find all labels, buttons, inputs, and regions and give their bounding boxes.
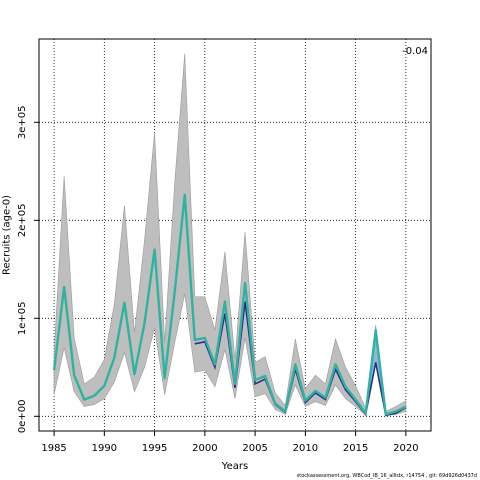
x-tick-label-3: 2000 — [192, 443, 217, 454]
x-tick-label-7: 2020 — [393, 443, 418, 454]
recruitment-line — [52, 193, 407, 416]
x-tick-label-0: 1985 — [41, 443, 66, 454]
x-tick-label-2: 1995 — [142, 443, 167, 454]
mohn-rho-annotation: -0.04 — [402, 46, 428, 57]
confidence-band — [53, 53, 407, 416]
y-tick-label-1: 1e+05 — [17, 301, 28, 335]
source-footer: stockassessment.org, WBCod_IB_16_alltdx,… — [297, 473, 477, 479]
x-tick-label-5: 2010 — [293, 443, 318, 454]
y-tick-label-3: 3e+05 — [17, 105, 28, 139]
plot-frame — [38, 38, 432, 432]
y-axis: 0e+00 1e+05 2e+05 3e+05 — [17, 105, 39, 433]
x-tick-label-1: 1990 — [92, 443, 117, 454]
y-axis-title: Recruits (age-0) — [1, 195, 12, 275]
x-tick-label-4: 2005 — [242, 443, 267, 454]
y-tick-label-2: 2e+05 — [17, 203, 28, 237]
x-axis: 1985 1990 1995 2000 2005 2010 2015 2020 — [41, 431, 419, 454]
x-axis-title: Years — [221, 461, 248, 472]
y-tick-label-0: 0e+00 — [17, 399, 28, 433]
x-tick-label-6: 2015 — [343, 443, 368, 454]
